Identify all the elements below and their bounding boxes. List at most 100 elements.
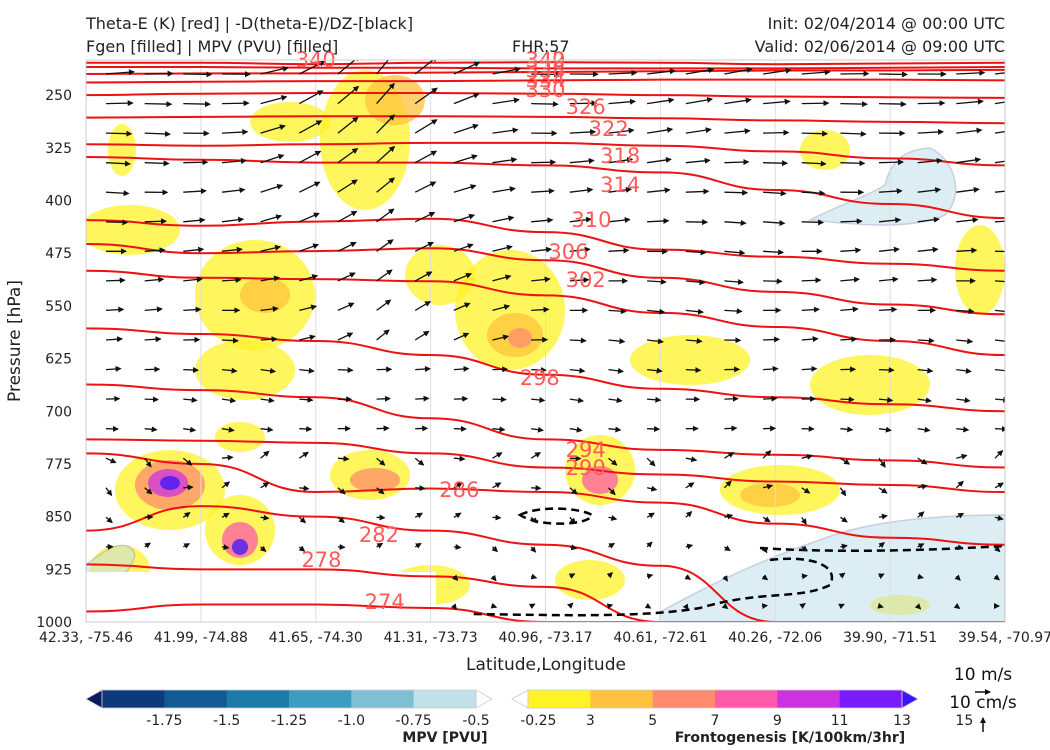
wind-vector [763, 219, 786, 226]
wind-vector [646, 457, 656, 467]
wind-vector [763, 278, 783, 285]
init-time: Init: 02/04/2014 @ 00:00 UTC [767, 14, 1005, 33]
wind-vector [453, 455, 466, 462]
wind-vector [801, 130, 829, 137]
wind-vector [376, 329, 390, 341]
wind-vector [724, 425, 738, 432]
x-tick-label: 41.65, -74.30 [269, 630, 363, 646]
wind-vector [492, 452, 503, 459]
wind-vector [531, 188, 555, 195]
mpv-colorbar-tick-label: -1.0 [338, 713, 365, 729]
fgen-colorbar-low-arrow [511, 689, 529, 709]
wind-vectors [105, 60, 1005, 611]
theta-e-line-322 [86, 115, 1005, 125]
wind-vector [761, 546, 768, 554]
wind-vector [685, 96, 714, 105]
wind-vector [878, 366, 895, 373]
wind-vector [144, 218, 167, 225]
wind-vector [838, 603, 845, 610]
wind-vector [183, 159, 209, 166]
wind-vector [762, 516, 771, 523]
wind-vector [105, 487, 113, 497]
wind-vector [955, 480, 964, 489]
wind-vector [221, 397, 237, 404]
wind-vector [260, 153, 285, 164]
wind-vector [531, 485, 542, 492]
mpv-colorbar-swatch [102, 690, 165, 708]
theta-e-contour-label: 310 [571, 208, 611, 232]
wind-vector [917, 246, 939, 253]
wind-vector [801, 277, 822, 284]
wind-vector [530, 573, 538, 580]
wind-vector [956, 127, 983, 134]
wind-vector [685, 308, 704, 315]
wind-vector [453, 213, 476, 223]
wind-vector [260, 95, 288, 105]
wind-vector [528, 603, 536, 610]
y-tick-label: 775 [45, 457, 72, 473]
wind-vector [917, 457, 928, 465]
x-tick-label: 42.33, -75.46 [39, 630, 133, 646]
wind-vector [415, 395, 430, 402]
wind-vector [221, 544, 230, 551]
wind-vector [414, 150, 438, 164]
wind-vector [801, 336, 819, 343]
wind-vector [337, 332, 354, 341]
wind-vector [801, 190, 826, 197]
wind-vector [414, 301, 431, 311]
wind-vector [337, 241, 357, 252]
wind-vector [994, 101, 1005, 105]
wind-vector [956, 217, 979, 224]
wind-vector [646, 512, 655, 519]
wind-vector [299, 425, 313, 432]
theta-e-contour-label: 334 [525, 68, 565, 92]
wind-vector [840, 276, 860, 283]
wind-vector [298, 516, 307, 524]
wind-vector [376, 114, 395, 134]
wind-vector [685, 456, 698, 463]
wind-vector [453, 544, 462, 551]
theta-e-contour-label: 314 [600, 173, 640, 197]
wind-vector [840, 516, 848, 523]
wind-vector [878, 426, 892, 433]
wind-vector [840, 543, 848, 550]
wind-vector [414, 457, 425, 466]
wind-vector [531, 426, 544, 433]
wind-vector [608, 247, 630, 254]
wind-vector [453, 365, 470, 372]
mpv-fill-region [659, 514, 1005, 622]
wind-vector [647, 308, 666, 315]
theta-e-line-318 [86, 141, 1005, 167]
fgen-fill-blob [250, 102, 330, 142]
wind-vector [299, 181, 321, 193]
wind-vector [144, 457, 152, 468]
wind-vector [530, 516, 538, 524]
wind-vector [531, 306, 550, 313]
wind-vector [105, 160, 131, 167]
wind-vector [878, 217, 902, 224]
wind-vector [685, 279, 706, 286]
wind-vector [182, 457, 193, 466]
mpv-colorbar-swatch [413, 690, 477, 708]
wind-vector [221, 512, 230, 519]
wind-vector [450, 603, 457, 611]
fgen-colorbar-tick-label: 5 [648, 713, 657, 729]
theta-e-contour-label: 290 [566, 456, 606, 480]
wind-vector [878, 541, 885, 549]
valid-time: Valid: 02/06/2014 @ 09:00 UTC [754, 37, 1005, 56]
wind-vector [762, 483, 774, 490]
wind-vector [144, 396, 159, 403]
wind-vector [878, 306, 898, 313]
wind-vector [414, 181, 437, 193]
wind-vector [763, 190, 787, 197]
wind-vector [260, 450, 270, 459]
wind-vector [299, 485, 310, 492]
plot-frame [85, 59, 1006, 623]
theta-e-line-290 [86, 438, 1005, 494]
wind-vector [260, 124, 286, 134]
y-axis-label: Pressure [hPa] [5, 280, 25, 402]
wind-vector [105, 130, 133, 137]
theta-e-line-340 [86, 61, 1005, 66]
wind-vector [608, 397, 623, 404]
fgen-colorbar-swatch [652, 690, 716, 708]
